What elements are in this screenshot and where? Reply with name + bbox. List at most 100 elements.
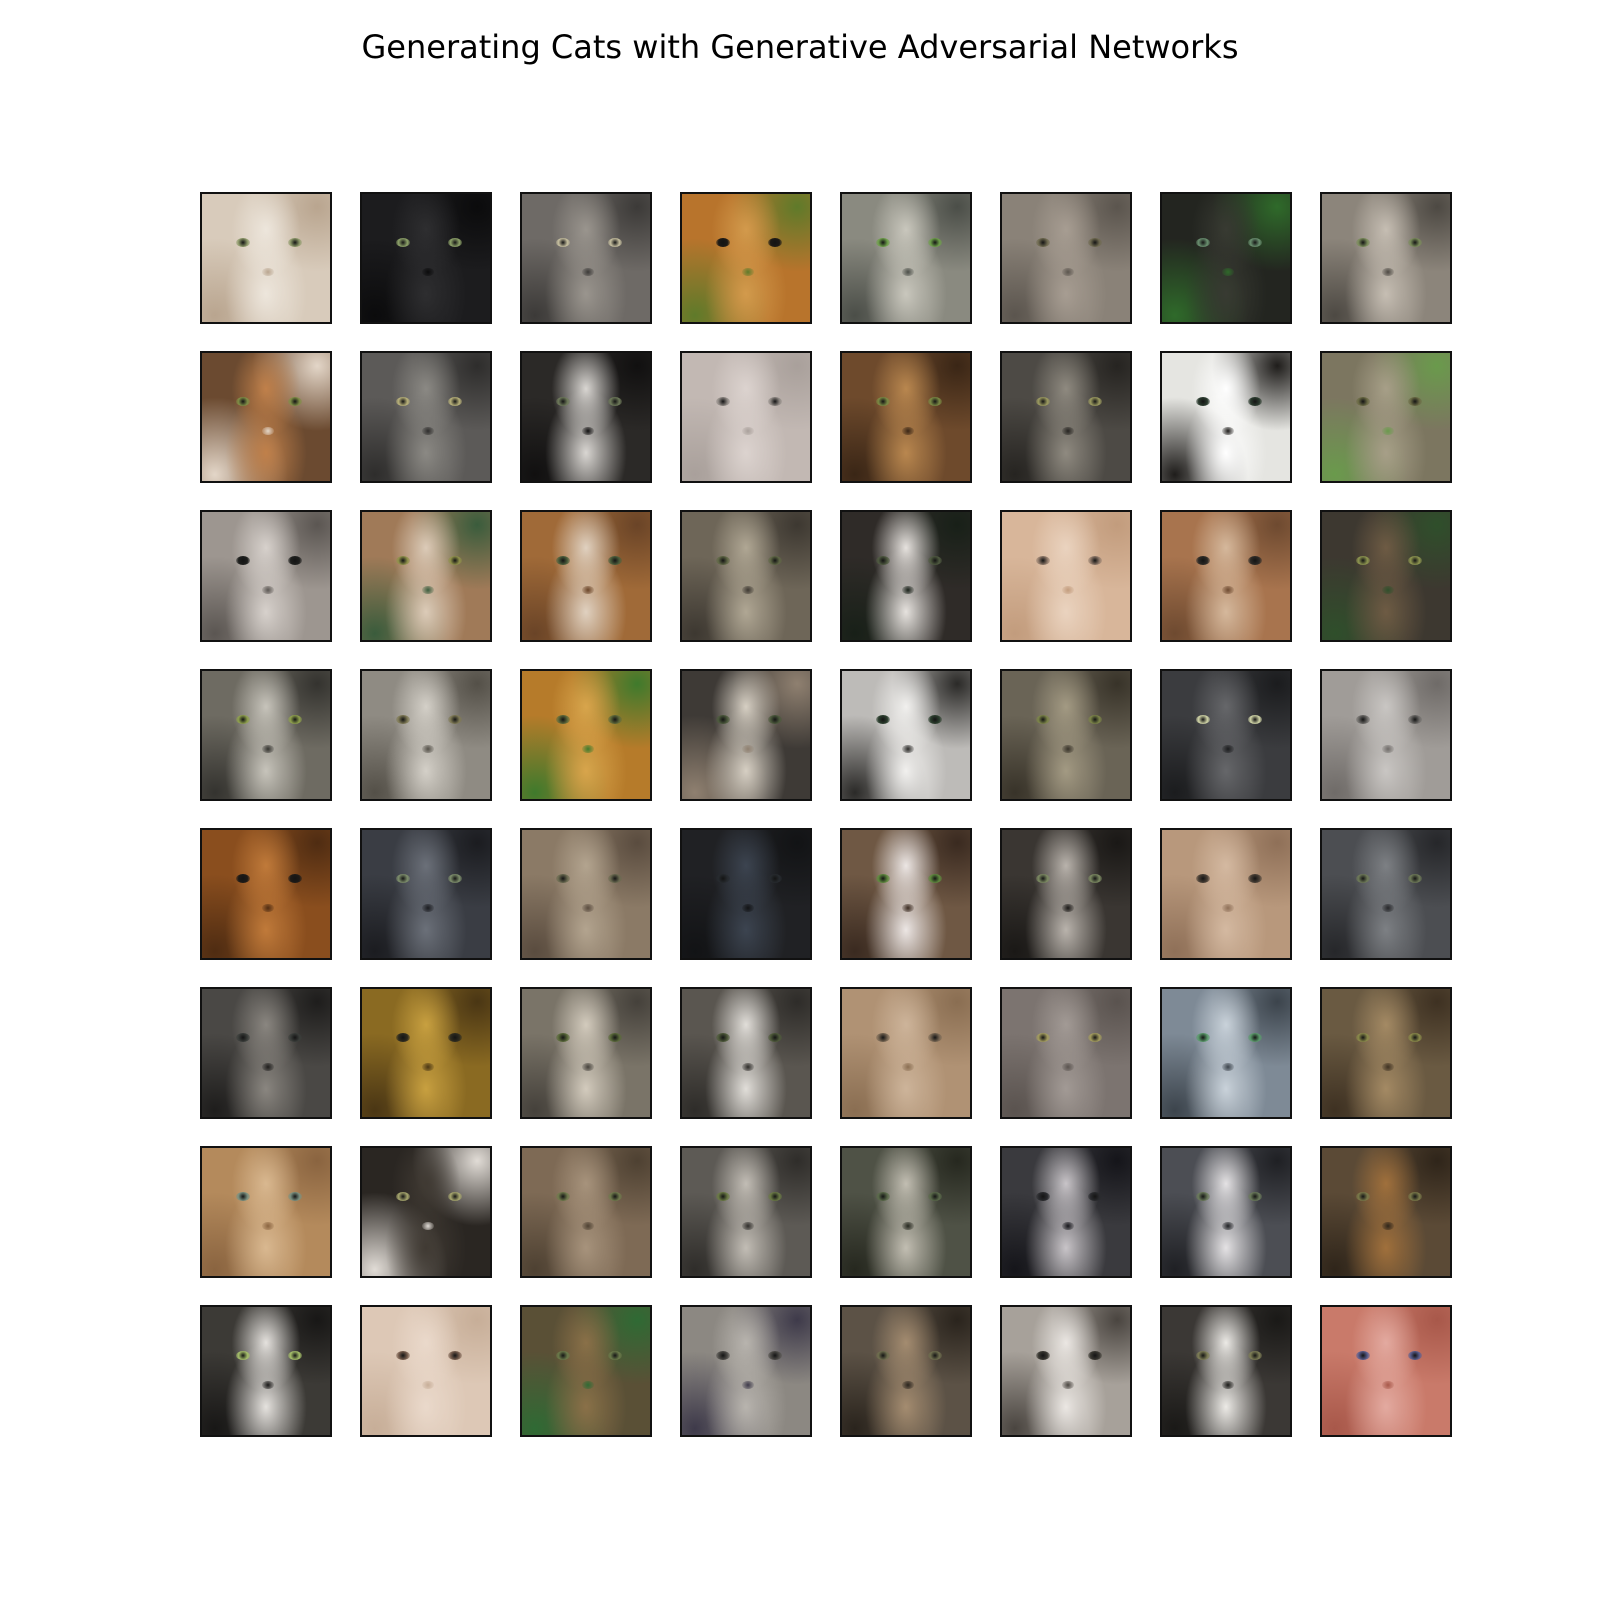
cat-eye — [236, 1033, 250, 1042]
cat-eye — [236, 556, 250, 565]
cat-sample-image — [360, 1146, 492, 1278]
cat-sample-image — [200, 192, 332, 324]
cat-nose — [1382, 904, 1394, 912]
cat-eye — [1356, 397, 1370, 406]
cat-sample-image — [1000, 669, 1132, 801]
cat-eye — [1408, 1192, 1422, 1201]
cat-eye — [608, 1192, 622, 1201]
cat-eye — [1036, 874, 1050, 883]
cat-nose — [422, 586, 434, 594]
cat-eye — [876, 397, 890, 406]
cat-nose — [1062, 1063, 1074, 1071]
cat-nose — [262, 1222, 274, 1230]
cat-eye — [1196, 1351, 1210, 1360]
cat-nose — [262, 268, 274, 276]
cat-eye — [716, 397, 730, 406]
cat-eye — [556, 556, 570, 565]
cat-sample-image — [520, 669, 652, 801]
cat-sample-image — [1000, 1305, 1132, 1437]
cat-eye — [448, 715, 462, 724]
cat-sample-image — [1000, 510, 1132, 642]
cat-nose — [742, 1381, 754, 1389]
cat-sample-image — [200, 510, 332, 642]
cat-eye — [1356, 556, 1370, 565]
cat-nose — [742, 1063, 754, 1071]
cat-eye — [928, 1192, 942, 1201]
cat-eye — [396, 874, 410, 883]
cat-sample-image — [840, 510, 972, 642]
cat-nose — [582, 268, 594, 276]
cat-eye — [608, 874, 622, 883]
cat-sample-image — [200, 987, 332, 1119]
cat-eye — [288, 874, 302, 883]
cat-eye — [556, 238, 570, 247]
cat-nose — [1382, 427, 1394, 435]
cat-sample-image — [680, 1146, 812, 1278]
cat-nose — [1382, 745, 1394, 753]
cat-eye — [608, 1033, 622, 1042]
cat-nose — [422, 1222, 434, 1230]
cat-eye — [1088, 1033, 1102, 1042]
cat-nose — [902, 586, 914, 594]
cat-sample-image — [1000, 987, 1132, 1119]
cat-sample-image — [1160, 351, 1292, 483]
cat-nose — [1382, 586, 1394, 594]
cat-eye — [1408, 1033, 1422, 1042]
cat-nose — [1382, 1222, 1394, 1230]
cat-eye — [608, 1351, 622, 1360]
cat-eye — [876, 556, 890, 565]
cat-eye — [1248, 1351, 1262, 1360]
cat-nose — [1062, 1381, 1074, 1389]
cat-eye — [448, 397, 462, 406]
cat-eye — [1036, 556, 1050, 565]
cat-eye — [1196, 1033, 1210, 1042]
cat-nose — [1222, 904, 1234, 912]
cat-nose — [902, 745, 914, 753]
cat-sample-image — [680, 351, 812, 483]
cat-eye — [1248, 1192, 1262, 1201]
cat-nose — [262, 586, 274, 594]
cat-eye — [556, 874, 570, 883]
cat-nose — [1222, 586, 1234, 594]
cat-eye — [1196, 715, 1210, 724]
cat-eye — [288, 397, 302, 406]
cat-eye — [1408, 556, 1422, 565]
cat-eye — [1036, 397, 1050, 406]
cat-eye — [1248, 238, 1262, 247]
cat-sample-image — [680, 828, 812, 960]
cat-eye — [1248, 1033, 1262, 1042]
cat-eye — [236, 397, 250, 406]
cat-sample-image — [680, 987, 812, 1119]
cat-eye — [1196, 1192, 1210, 1201]
cat-eye — [608, 397, 622, 406]
cat-eye — [716, 1033, 730, 1042]
cat-eye — [288, 556, 302, 565]
cat-eye — [236, 238, 250, 247]
cat-nose — [902, 1063, 914, 1071]
cat-nose — [742, 268, 754, 276]
cat-sample-image — [360, 351, 492, 483]
cat-nose — [902, 904, 914, 912]
cat-nose — [902, 268, 914, 276]
cat-sample-image — [1320, 987, 1452, 1119]
cat-sample-image — [1000, 828, 1132, 960]
cat-eye — [1408, 238, 1422, 247]
cat-eye — [716, 1192, 730, 1201]
cat-eye — [876, 1192, 890, 1201]
cat-eye — [928, 397, 942, 406]
cat-sample-image — [520, 351, 652, 483]
cat-nose — [582, 904, 594, 912]
cat-eye — [1408, 397, 1422, 406]
cat-sample-image — [840, 192, 972, 324]
cat-sample-image — [840, 1305, 972, 1437]
cat-eye — [448, 1351, 462, 1360]
cat-eye — [1036, 238, 1050, 247]
cat-eye — [768, 1192, 782, 1201]
cat-eye — [716, 874, 730, 883]
cat-eye — [1408, 874, 1422, 883]
cat-eye — [448, 1192, 462, 1201]
cat-eye — [1356, 238, 1370, 247]
cat-nose — [582, 1222, 594, 1230]
cat-nose — [582, 1381, 594, 1389]
cat-eye — [1036, 1033, 1050, 1042]
